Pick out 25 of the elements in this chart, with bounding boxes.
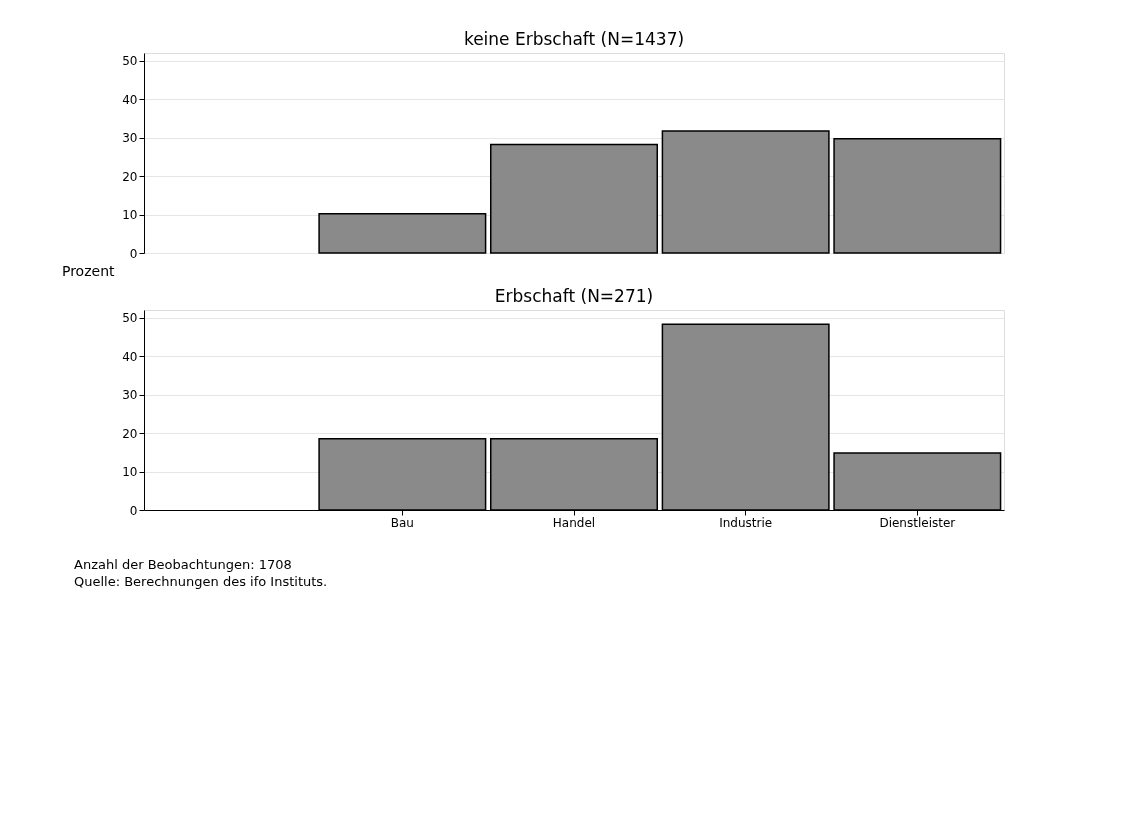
x-tick-label: Handel (552, 515, 596, 530)
text: Anzahl der Beobachtungen: 1708 (74, 557, 292, 572)
bar (833, 138, 1002, 254)
y-tick-label: 50 (122, 54, 138, 69)
bar (661, 130, 830, 254)
bar (318, 213, 487, 254)
source-note: Quelle: Berechnungen des ifo Instituts. (74, 574, 328, 589)
bar (490, 143, 658, 254)
chart-title: keine Erbschaft (N=1437) (463, 29, 685, 49)
y-tick-label: 30 (122, 388, 138, 403)
y-tick-label: 50 (122, 311, 138, 326)
y-tick-label: 20 (122, 426, 138, 441)
y-tick-label: 20 (122, 169, 138, 184)
y-tick-label: 30 (122, 131, 138, 146)
y-tick-label: 40 (122, 349, 138, 364)
y-tick-label: 0 (129, 246, 138, 261)
y-tick-label: 10 (122, 208, 138, 223)
chart-title: Erbschaft (N=271) (494, 286, 654, 306)
x-tick-label: Dienstleister (879, 515, 956, 530)
x-tick-label: Industrie (719, 515, 773, 530)
y-tick-label: 10 (122, 465, 138, 480)
y-tick-label: 40 (122, 92, 138, 107)
y-tick-label: 0 (129, 503, 138, 518)
y-axis-title: Prozent (61, 262, 115, 279)
x-tick-label: Bau (390, 515, 414, 530)
